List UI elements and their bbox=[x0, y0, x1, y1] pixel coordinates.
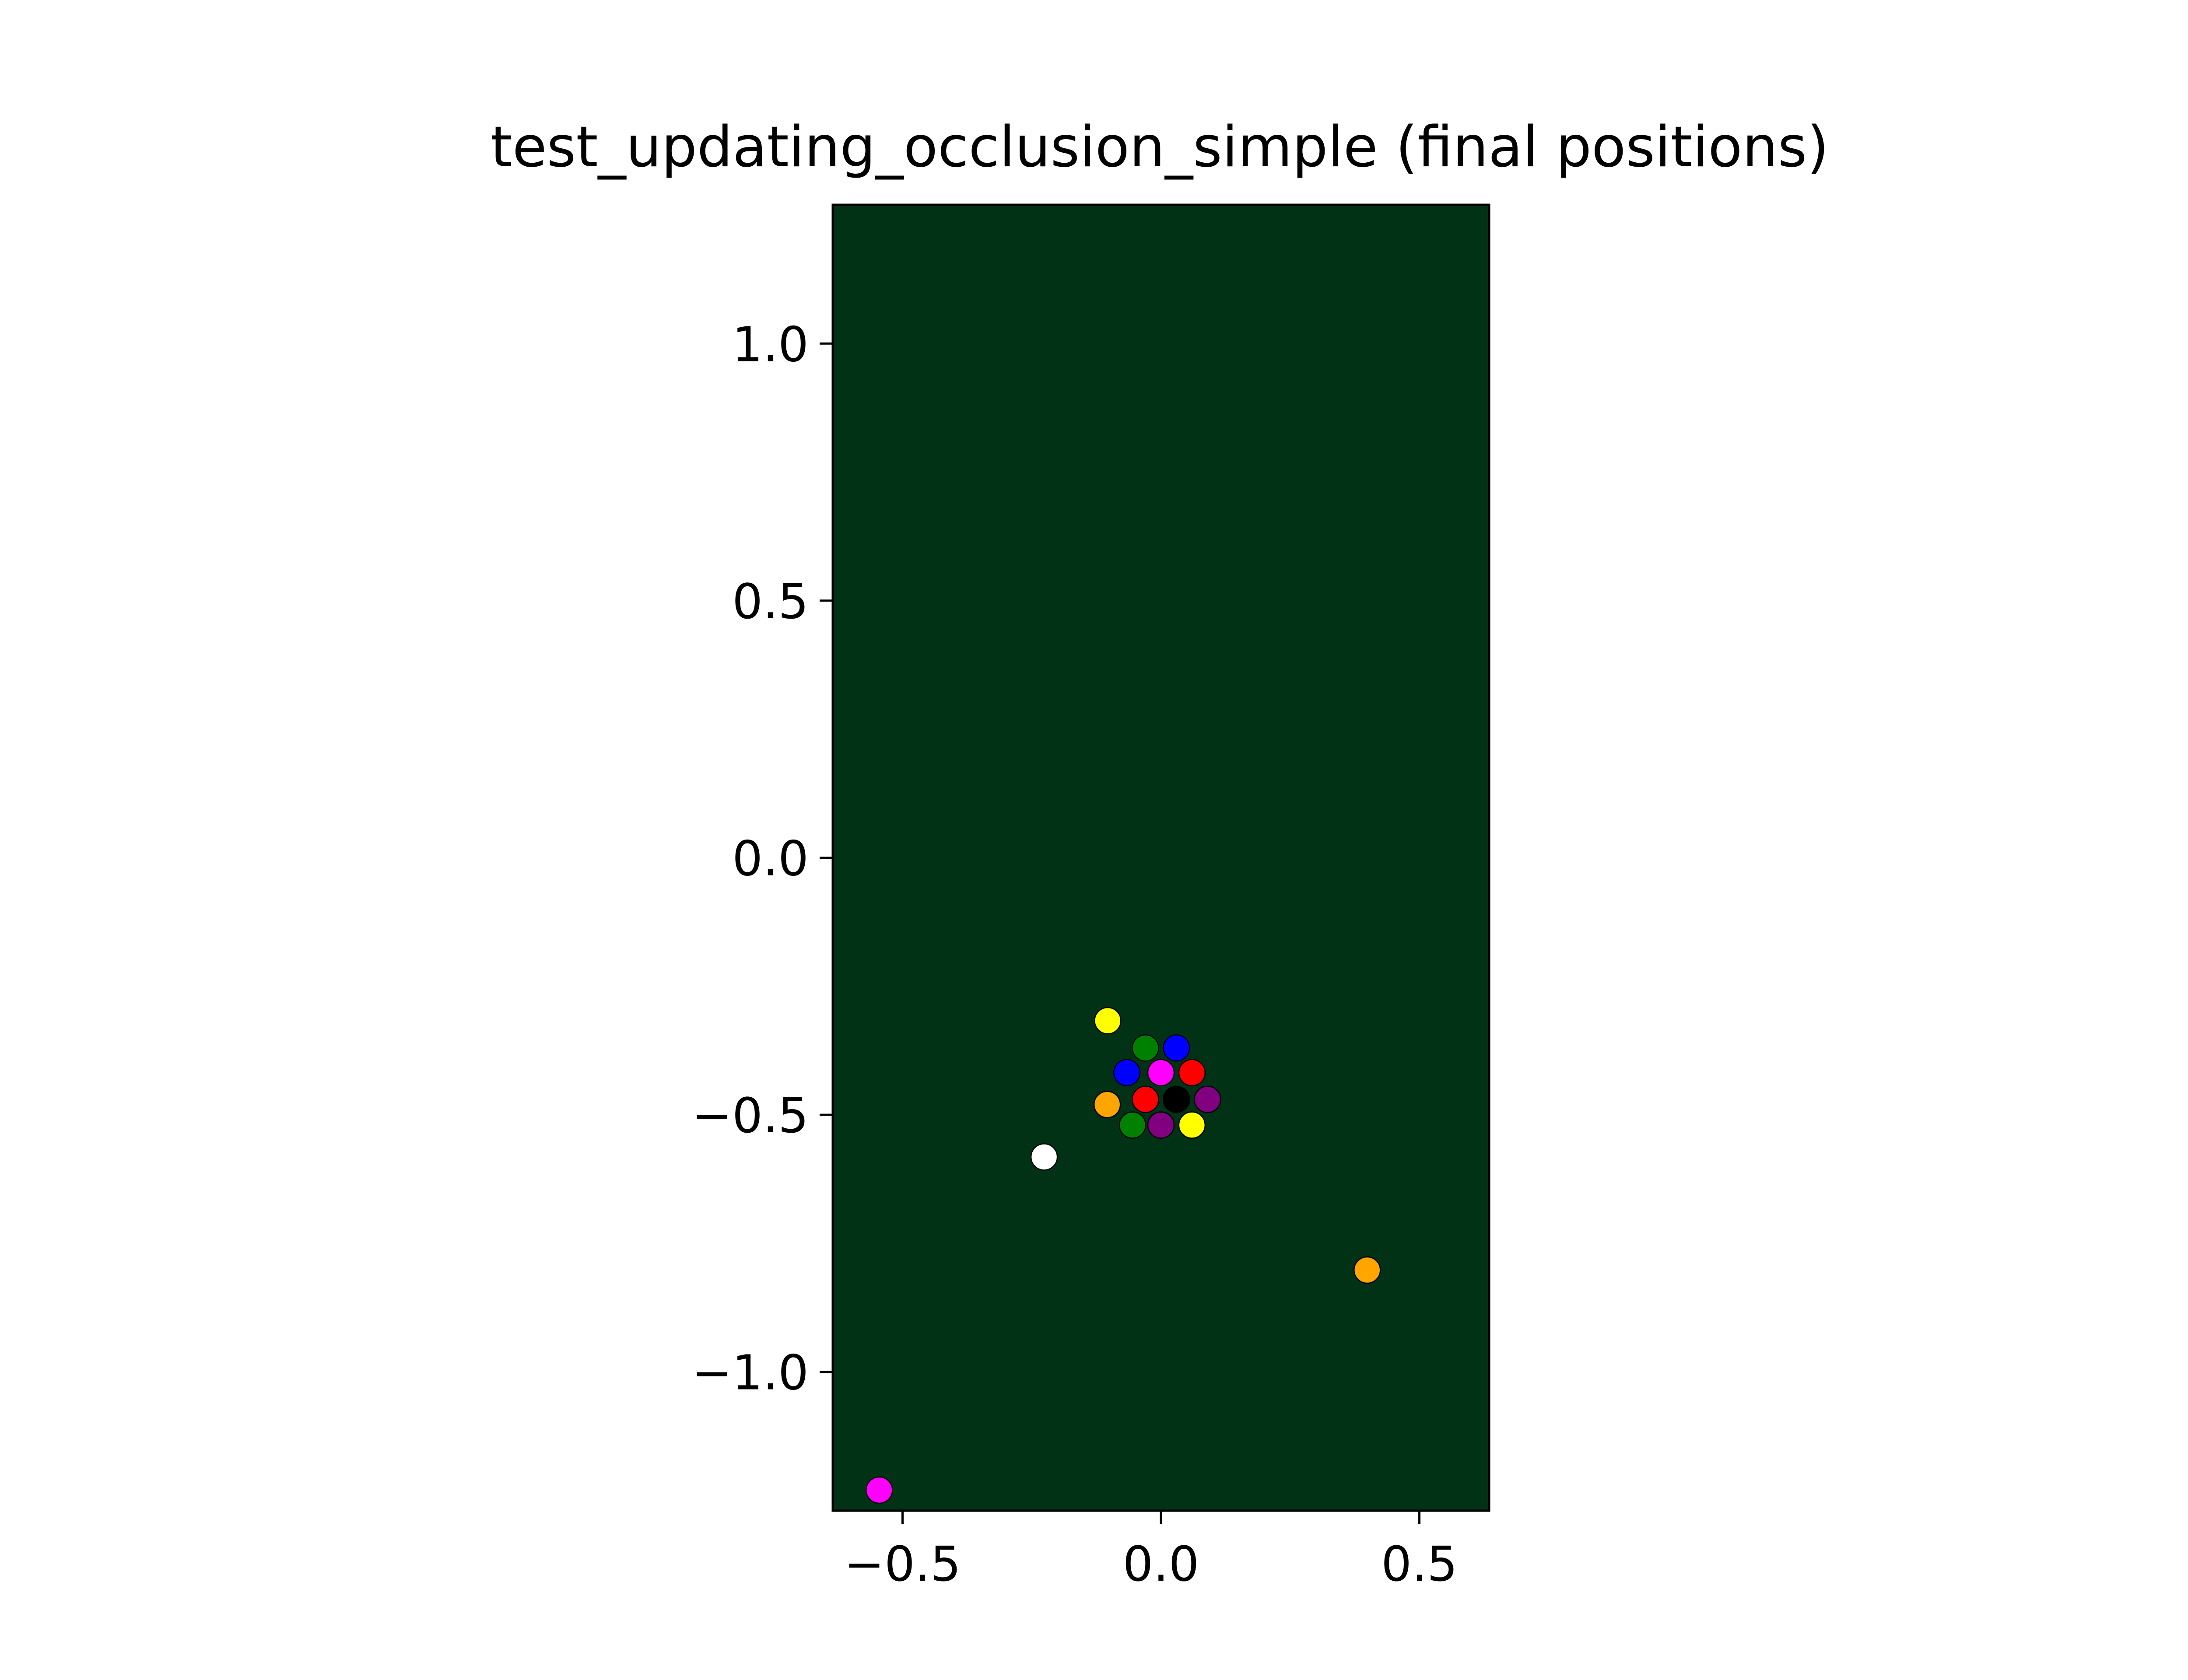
y-tick-label-3: 0.0 bbox=[732, 831, 809, 887]
data-point-16 bbox=[866, 1476, 893, 1504]
y-tick-label-5: −1.0 bbox=[692, 1345, 809, 1401]
data-point-1 bbox=[1094, 1007, 1122, 1035]
data-point-14 bbox=[1030, 1143, 1058, 1171]
y-axis: 1.0 0.5 0.0 −0.5 −1.0 bbox=[692, 316, 833, 1401]
chart-title: test_updating_occlusion_simple (final po… bbox=[491, 115, 1829, 180]
data-point-4 bbox=[1113, 1059, 1141, 1086]
data-point-6 bbox=[1178, 1059, 1206, 1086]
plot-area bbox=[831, 203, 1490, 1512]
data-point-5 bbox=[1147, 1059, 1175, 1086]
data-point-13 bbox=[1178, 1111, 1206, 1139]
plot-area bbox=[831, 203, 1490, 1512]
y-tick-label-2: 0.5 bbox=[732, 574, 809, 630]
data-point-12 bbox=[1147, 1111, 1175, 1139]
scatter-points bbox=[866, 1007, 1381, 1504]
data-point-7 bbox=[1132, 1085, 1159, 1113]
data-point-8 bbox=[1163, 1085, 1190, 1113]
data-point-10 bbox=[1093, 1091, 1121, 1118]
x-axis: −0.5 0.0 0.5 bbox=[844, 1511, 1458, 1592]
data-point-2 bbox=[1132, 1034, 1159, 1062]
data-point-15 bbox=[1353, 1256, 1381, 1284]
data-point-9 bbox=[1194, 1085, 1221, 1113]
y-tick-label-4: −0.5 bbox=[692, 1088, 809, 1144]
x-tick-label-2: 0.0 bbox=[1123, 1536, 1199, 1592]
y-tick-label-1: 1.0 bbox=[732, 316, 809, 372]
x-tick-label-1: −0.5 bbox=[844, 1536, 961, 1592]
x-tick-label-3: 0.5 bbox=[1381, 1536, 1458, 1592]
data-point-11 bbox=[1119, 1111, 1147, 1139]
data-point-3 bbox=[1163, 1034, 1190, 1062]
